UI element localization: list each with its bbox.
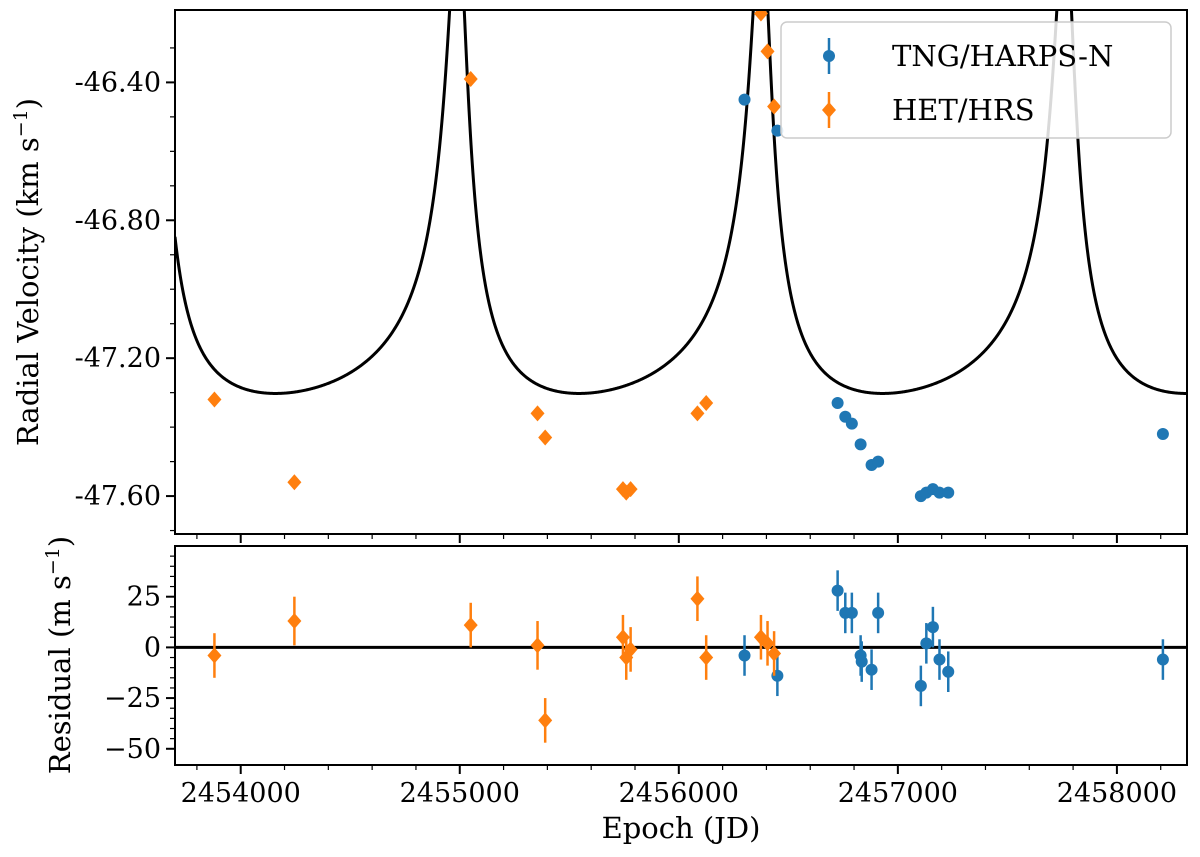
rv-y-ticks: -47.60 -47.20 -46.80 -46.40 xyxy=(75,47,1162,543)
legend-entry-het: HET/HRS xyxy=(822,92,1035,128)
residual-point-harps xyxy=(855,655,868,668)
x-tick-label: 2458000 xyxy=(1057,778,1177,809)
residual-point-harps xyxy=(865,663,878,676)
rv-y-axis-label-close: ) xyxy=(11,98,45,109)
residual-point-harps xyxy=(1156,653,1169,666)
keplerian-model-curve xyxy=(175,10,1187,395)
rv-point-het xyxy=(530,405,545,422)
x-tick-label: 2455000 xyxy=(400,778,520,809)
rv-point-het xyxy=(207,391,222,408)
rv-plot-frame xyxy=(174,9,1188,535)
x-tick-label: 2454000 xyxy=(181,778,301,809)
rv-point-harps xyxy=(738,93,751,106)
rv-y-tick-label: -46.80 xyxy=(75,205,161,236)
rv-point-het xyxy=(463,70,478,87)
residual-point-het xyxy=(207,647,222,664)
residual-point-harps xyxy=(920,637,933,650)
residual-point-het xyxy=(287,613,302,630)
rv-y-tick-label: -47.20 xyxy=(75,343,161,374)
residual-ticks: −50 −25 0 25 2454000 2455000 2456000 2457000 245… xyxy=(104,555,1177,809)
x-axis-label: Epoch (JD) xyxy=(602,811,761,845)
rv-y-axis-label-text: Radial Velocity (km s xyxy=(11,137,45,446)
residual-point-het xyxy=(615,629,630,646)
residual-point-harps xyxy=(872,606,885,619)
rv-point-harps xyxy=(872,455,885,468)
residual-y-tick-label: −25 xyxy=(104,683,161,714)
rv-point-het xyxy=(753,10,768,22)
residual-point-het xyxy=(530,637,545,654)
rv-point-het xyxy=(767,98,782,115)
rv-point-het xyxy=(760,43,775,60)
rv-data-points xyxy=(207,10,1169,503)
residual-point-harps xyxy=(933,653,946,666)
residual-point-het xyxy=(690,590,705,607)
rv-point-harps xyxy=(1156,428,1169,441)
rv-y-tick-label: -47.60 xyxy=(75,481,161,512)
residual-point-het xyxy=(699,649,714,666)
rv-point-het xyxy=(690,405,705,422)
residual-plot-frame xyxy=(174,545,1188,766)
legend-harps-marker xyxy=(823,50,835,62)
rv-point-harps xyxy=(933,486,946,499)
residual-point-harps xyxy=(942,665,955,678)
residual-point-het xyxy=(463,617,478,634)
x-tick-label: 2456000 xyxy=(619,778,739,809)
rv-point-het xyxy=(287,474,302,491)
residual-point-harps xyxy=(926,621,939,634)
legend-het-label: HET/HRS xyxy=(892,93,1035,127)
residual-point-het xyxy=(767,645,782,662)
residual-y-axis-label: Residual (m s−1) xyxy=(42,536,77,774)
residual-point-het xyxy=(623,641,638,658)
residual-y-axis-label-sup: −1 xyxy=(42,547,64,575)
rv-point-harps xyxy=(845,417,858,430)
legend: TNG/HARPS-N HET/HRS xyxy=(780,21,1172,139)
rv-point-het xyxy=(623,481,638,498)
rv-y-axis-label-sup: −1 xyxy=(10,109,32,137)
rv-panel: -47.60 -47.20 -46.80 -46.40 Radial Velocity… xyxy=(10,9,1188,543)
legend-box xyxy=(780,21,1172,139)
rv-point-het xyxy=(699,395,714,411)
residual-y-axis-label-close: ) xyxy=(43,536,77,547)
legend-het-marker xyxy=(822,102,836,118)
residual-y-tick-label: 0 xyxy=(144,632,161,663)
rv-point-het xyxy=(538,429,553,446)
rv-point-harps xyxy=(854,438,867,451)
legend-entry-harps: TNG/HARPS-N xyxy=(823,38,1113,74)
residual-point-het xyxy=(760,635,775,652)
rv-point-harps xyxy=(942,486,955,499)
residual-point-harps xyxy=(738,649,751,662)
rv-y-tick-label: -46.40 xyxy=(75,67,161,98)
residual-y-axis-label-text: Residual (m s xyxy=(43,575,77,774)
rv-point-harps xyxy=(831,397,844,409)
residual-y-tick-label: −50 xyxy=(104,734,161,765)
x-tick-label: 2457000 xyxy=(838,778,958,809)
residual-y-tick-label: 25 xyxy=(127,582,161,613)
legend-harps-label: TNG/HARPS-N xyxy=(892,39,1113,73)
residual-data-points xyxy=(207,570,1169,743)
residual-point-harps xyxy=(914,679,927,692)
rv-y-axis-label: Radial Velocity (km s−1) xyxy=(10,98,45,446)
residual-point-harps xyxy=(845,606,858,619)
residual-panel: −50 −25 0 25 2454000 2455000 2456000 2457000 245… xyxy=(42,536,1188,845)
residual-point-het xyxy=(538,712,553,729)
residual-point-harps xyxy=(831,584,844,597)
